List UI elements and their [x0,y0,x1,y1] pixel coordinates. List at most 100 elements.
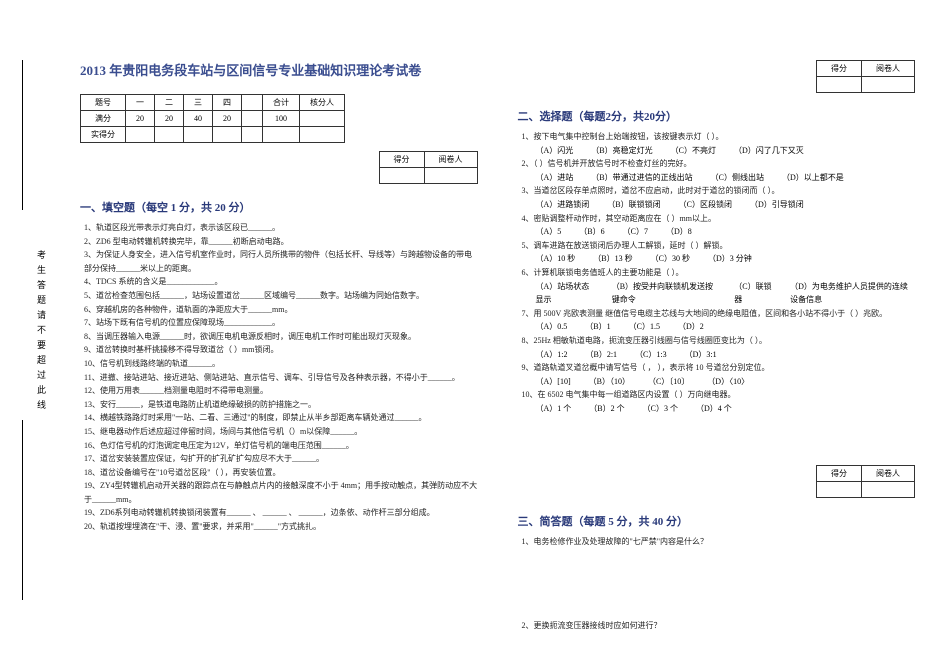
score-table-header: 题号 [81,95,126,111]
choice-options: （A）站场状态显示 （B）按受并向联锁机发送按键命令 （C）联锁器 （D）为电务维护人… [536,280,916,307]
choice-option: （A）1:2 [536,348,568,362]
choice-question: 6、计算机联锁电务值班人的主要功能是（ ）。 [522,266,916,280]
choice-option: （A）0.5 [536,320,568,334]
page-columns: 2013 年贵阳电务段车站与区间信号专业基础知识理论考试卷 题号一二三四合计核分… [80,20,915,663]
fill-blank-question: 20、轨道按埋埋滴在"干、浸、置"要求，并采用"______"方式挑扎。 [84,520,478,534]
left-column: 2013 年贵阳电务段车站与区间信号专业基础知识理论考试卷 题号一二三四合计核分… [80,20,478,663]
score-cell [817,482,862,498]
choice-question: 10、在 6502 电气集中每一组道路区内设置（ ）万向继电器。 [522,388,916,402]
score-table-cell [263,127,300,143]
choice-option: （D）8 [666,225,692,239]
choice-option: （B）13 秒 [593,252,632,266]
score-cell [379,168,424,184]
choice-option: （C）〔10〕 [648,375,689,389]
score-table-cell: 40 [184,111,213,127]
choice-option: （D）以上都不是 [782,171,844,185]
choice-option: （D）3:1 [685,348,717,362]
score-table-cell: 20 [213,111,242,127]
score-table-header: 二 [155,95,184,111]
choice-option: （C）3 个 [643,402,678,416]
choice-options: （A）[10] （B）（10） （C）〔10〕 （D）〈10〉 [536,375,916,389]
choice-option: （A）[10] [536,375,571,389]
choice-option: （B）按受并向联锁机发送按键命令 [612,280,717,307]
choice-option: （D）4 个 [696,402,732,416]
choice-option: （D）为电务维护人员提供的连续设备信息 [790,280,915,307]
score-table-header: 合计 [263,95,300,111]
main-score-table: 题号一二三四合计核分人 满分20204020100 实得分 [80,94,345,143]
section-3-head: 三、简答题（每题 5 分，共 40 分） [518,513,916,529]
score-table-cell [242,127,263,143]
score-table-header: 四 [213,95,242,111]
short-answer-question: 1、电务检修作业及处理故障的"七严禁"内容是什么？ [522,535,916,549]
score-table-cell: 满分 [81,111,126,127]
fill-blank-question: 1、轨道区段光带表示灯亮白灯，表示该区段已______。 [84,221,478,235]
choice-question: 1、按下电气集中控制台上始端按钮，该按键表示灯（ ）。 [522,130,916,144]
score-table-cell: 20 [126,111,155,127]
fill-blank-question: 2、ZD6 型电动转辙机转换完毕，靠______初断启动电路。 [84,235,478,249]
choice-option: （D）引导锁闭 [750,198,804,212]
choice-question: 5、调车进路在放送锁闭后办理人工解锁，延时（ ）解锁。 [522,239,916,253]
fill-blank-question: 5、道岔检查范围包括______，站场设置道岔______区域编号______数… [84,289,478,303]
score-head-marker: 阅卷人 [862,466,915,482]
fill-blank-question: 11、进撤、接站进站、接近进站、侧站进站、直示信号、调车、引导信号及各种表示器，… [84,371,478,385]
choice-question: 2、（ ）信号机并开放信号时不检查灯丝的完好。 [522,157,916,171]
score-head-marker: 阅卷人 [862,61,915,77]
score-head-marker: 阅卷人 [424,152,477,168]
choice-options: （A）5（B）6（C）7（D）8 [536,225,916,239]
choice-options: （A）闪光（B）亮稳定灯光（C）不亮灯（D）闪了几下又灭 [536,144,916,158]
choice-option: （A）站场状态显示 [536,280,594,307]
choice-option: （A）10 秒 [536,252,576,266]
choice-question: 4、密贴调整杆动作时，其空动距离应在（ ）mm以上。 [522,212,916,226]
score-cell [862,77,915,93]
choice-option: （B）（10） [589,375,630,389]
choice-option: （B）1 [585,320,610,334]
choice-option: （C）不亮灯 [671,144,716,158]
fill-blank-question: 3、为保证人身安全，进入信号机室作业时，同行人员所携带的物件（包括长杆、导线等）… [84,248,478,275]
score-head-score: 得分 [379,152,424,168]
section-score-box-2: 得分阅卷人 [816,60,915,93]
choice-option: （C）7 [623,225,648,239]
fill-blank-question: 8、当调压器输入电源______时，欲调压电机电源反相时，调压电机工作时可能出现… [84,330,478,344]
fill-blank-question: 18、道岔设备编号在"10号道岔区段"（ ），再安装位置。 [84,466,478,480]
choice-option: （C）1.5 [629,320,660,334]
fill-blank-question: 19、ZD6系列电动转辙机转换锁闭装置有______ 、 ______ 、 __… [84,506,478,520]
choice-option: （A）闪光 [536,144,574,158]
score-table-cell [300,111,345,127]
score-table-cell [184,127,213,143]
choice-option: （C）联锁器 [734,280,772,307]
choice-option: （A）进路锁闭 [536,198,590,212]
section-score-box-1: 得分阅卷人 [379,151,478,184]
short-answer-question: 2、更换扼流变压器接线时应如何进行？ [522,619,916,633]
fill-blank-question: 4、TDCS 系统的含义是____________。 [84,275,478,289]
score-table-cell: 实得分 [81,127,126,143]
score-cell [817,77,862,93]
choice-option: （B）带通过进信的正线出站 [591,171,692,185]
fill-blank-question: 17、道岔安装装置应保证，勾扩开的扩孔矿扩勾应尽不大于______。 [84,452,478,466]
fill-blank-question: 6、穿越机房的各种物件，道轨面的净距应大于______mm。 [84,303,478,317]
choice-option: （D）2 [678,320,704,334]
score-table-header: 一 [126,95,155,111]
choice-option: （A）1 个 [536,402,572,416]
choice-options: （A）进站（B）带通过进信的正线出站（C）侧线出站（D）以上都不是 [536,171,916,185]
choice-option: （D）〈10〉 [707,375,749,389]
score-head-score: 得分 [817,466,862,482]
score-table-header [242,95,263,111]
score-cell [424,168,477,184]
score-head-score: 得分 [817,61,862,77]
score-table-cell [213,127,242,143]
fill-blank-question: 10、信号机到线路终端的轨道______。 [84,357,478,371]
fill-blank-question: 7、站场下既有信号机的位置应保障现场____________。 [84,316,478,330]
choice-option: （B）2 个 [589,402,624,416]
score-table-header: 核分人 [300,95,345,111]
score-table-cell [242,111,263,127]
choice-question: 8、25Hz 相敏轨道电路，扼流变压器引线圈与信号线圈匝变比为（ ）。 [522,334,916,348]
score-table-cell: 100 [263,111,300,127]
choice-question: 3、当道岔区段存单点照时，道岔不应启动，此时对于道岔的锁闭而（ ）。 [522,184,916,198]
choice-option: （B）亮稳定灯光 [591,144,652,158]
choice-option: （B）联锁锁闭 [607,198,660,212]
choice-option: （C）区段锁闭 [679,198,732,212]
choice-option: （C）30 秒 [651,252,690,266]
right-column: 得分阅卷人 二、选择题（每题2分，共20分） 1、按下电气集中控制台上始端按钮，… [518,20,916,663]
score-table-cell: 20 [155,111,184,127]
choice-option: （C）侧线出站 [711,171,764,185]
